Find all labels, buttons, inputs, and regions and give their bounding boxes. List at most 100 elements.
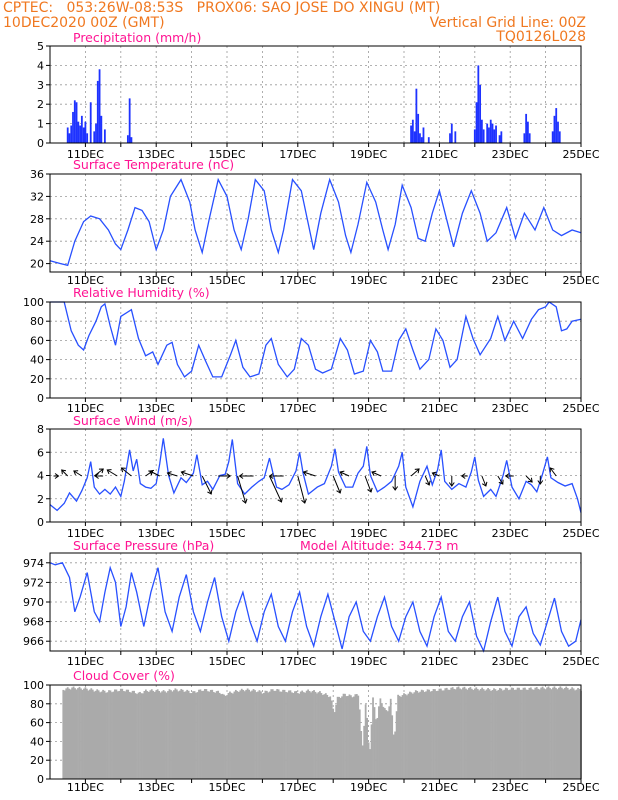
cloud-bar xyxy=(541,686,544,779)
precip-bar xyxy=(413,131,416,143)
cloud-bar xyxy=(196,692,199,779)
cloud-bar xyxy=(419,691,422,779)
cloud-bar xyxy=(470,688,473,779)
cloud-bar xyxy=(308,691,311,779)
precip-bar xyxy=(84,121,87,143)
cloud-bar xyxy=(404,694,407,779)
cloud-bar xyxy=(268,691,271,779)
precip-bar xyxy=(525,113,528,143)
cloud-bar xyxy=(472,690,475,779)
precip-bar xyxy=(450,123,453,143)
cloud-bar xyxy=(83,688,85,779)
cloud-bar xyxy=(562,689,565,779)
cloud-bar xyxy=(208,691,211,779)
cloud-bar xyxy=(97,690,100,779)
cloud-bar xyxy=(450,687,453,779)
wind-arrow-head xyxy=(414,468,420,474)
cloud-bar xyxy=(227,692,230,779)
cloud-bar xyxy=(572,688,575,779)
cloud-bar xyxy=(504,687,507,779)
wind-xtick-label: 13DEC xyxy=(138,527,175,540)
cloud-bar xyxy=(184,691,187,779)
cloud-bar xyxy=(469,687,472,779)
cloud-xtick-label: 17DEC xyxy=(279,781,316,794)
rh-frame xyxy=(49,301,582,399)
cloud-bar xyxy=(538,689,541,779)
cloud-bar xyxy=(296,693,299,779)
rh-ytick-label: 80 xyxy=(30,315,44,328)
cloud-bar xyxy=(507,690,510,779)
cloud-bar xyxy=(124,691,127,779)
wind-arrow xyxy=(237,475,247,504)
cloud-bar xyxy=(258,690,261,779)
cloud-bar xyxy=(87,690,90,779)
cloud-bar xyxy=(121,688,124,779)
cloud-bar xyxy=(270,689,273,779)
cloud-bar xyxy=(221,693,224,779)
cloud-bar xyxy=(329,696,332,779)
cloud-bar xyxy=(190,693,193,779)
cloud-bar xyxy=(152,690,155,779)
precip-xtick-label: 15DEC xyxy=(208,148,245,161)
cloud-bar xyxy=(344,693,346,779)
cloud-bar xyxy=(525,689,528,779)
cloud-bar xyxy=(535,687,538,779)
cloud-bar xyxy=(133,690,135,779)
rh-title: Relative Humidity (%) xyxy=(73,285,210,300)
wind-xtick-label: 11DEC xyxy=(67,527,104,540)
cloud-bar xyxy=(114,689,116,779)
cloud-bar xyxy=(69,689,72,779)
cloud-bar xyxy=(394,731,397,779)
wind-arrow-head xyxy=(207,489,213,495)
cloud-xtick-label: 15DEC xyxy=(208,781,245,794)
cloud-bar xyxy=(496,690,498,779)
cloud-bar xyxy=(115,689,118,779)
cloud-bar xyxy=(380,703,383,779)
precip-bar xyxy=(415,88,418,143)
pressure-ytick-label: 966 xyxy=(23,635,44,648)
cloud-bar xyxy=(332,708,335,779)
cloud-bar xyxy=(314,691,317,779)
wind-arrow xyxy=(410,468,420,477)
cloud-bar xyxy=(423,692,426,779)
cloud-bar xyxy=(260,691,262,779)
cloud-bar xyxy=(279,691,281,779)
precip-bar xyxy=(80,115,83,143)
cloud-bar xyxy=(391,715,394,779)
cloud-bar xyxy=(366,717,369,779)
header-line-1: CPTEC: 053:26W-08:53S PROX06: SAO JOSE D… xyxy=(3,0,441,16)
cloud-bar xyxy=(435,691,438,779)
cloud-bar xyxy=(313,690,315,779)
precip-bar xyxy=(489,119,492,143)
wind-arrow-head xyxy=(367,487,373,493)
cloud-bar xyxy=(364,704,367,779)
rh-ytick-label: 100 xyxy=(23,296,44,309)
cloud-bar xyxy=(233,691,236,779)
cloud-bar xyxy=(373,707,376,779)
cloud-bar xyxy=(149,690,152,779)
cloud-bar xyxy=(556,689,559,779)
precip-ytick-label: 4 xyxy=(37,59,44,72)
cloud-bar xyxy=(348,694,351,779)
cloud-bar xyxy=(220,694,222,779)
cloud-bar xyxy=(506,688,509,779)
cloud-bar xyxy=(271,689,274,779)
cloud-bar xyxy=(479,689,482,779)
cloud-bar xyxy=(162,690,165,779)
cloud-bar xyxy=(316,693,318,779)
cloud-bar xyxy=(420,689,423,779)
cloud-bar xyxy=(566,687,569,779)
wind-arrow xyxy=(107,469,118,477)
cloud-bar xyxy=(406,695,408,779)
cloud-bar xyxy=(451,687,454,779)
cloud-bar xyxy=(254,690,256,779)
pressure-ytick-label: 968 xyxy=(23,616,44,629)
cloud-bar xyxy=(441,690,444,779)
temp-ytick-label: 24 xyxy=(30,235,44,248)
cloud-bar xyxy=(310,692,312,779)
wind-arrow-head xyxy=(302,470,308,476)
cloud-bar xyxy=(413,692,416,779)
precip-bar xyxy=(479,84,482,143)
cloud-bar xyxy=(99,692,102,779)
precip-xtick-label: 21DEC xyxy=(421,148,458,161)
